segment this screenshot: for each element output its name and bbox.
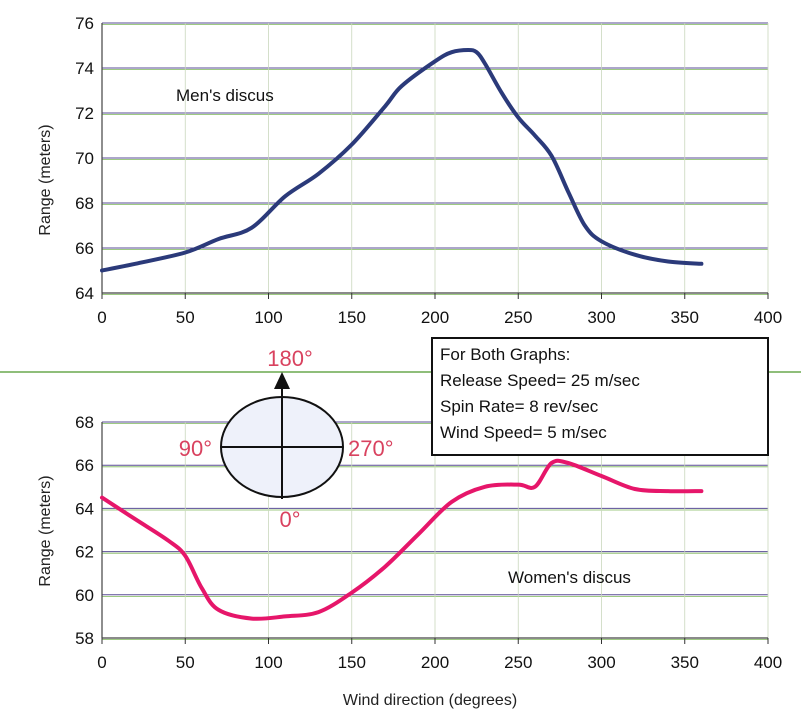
womens-x-tick-label: 350 bbox=[671, 653, 699, 672]
mens-grid bbox=[102, 22, 769, 296]
mens-y-tick-label: 74 bbox=[75, 59, 94, 78]
mens-x-ticks: 0 50 100 150 200 250 300 350 400 bbox=[97, 293, 782, 327]
compass-label-top: 180° bbox=[267, 346, 313, 371]
womens-discus-chart: 58 60 62 64 66 68 0 50 100 150 200 250 300 350 400 Ra… bbox=[37, 413, 782, 709]
mens-x-tick-label: 150 bbox=[338, 308, 366, 327]
compass-arrow-icon bbox=[274, 372, 290, 389]
info-line-release-speed: Release Speed= 25 m/sec bbox=[440, 371, 640, 390]
womens-x-tick-label: 0 bbox=[97, 653, 106, 672]
mens-y-tick-label: 68 bbox=[75, 194, 94, 213]
womens-y-ticks: 58 60 62 64 66 68 bbox=[75, 413, 94, 648]
mens-x-tick-label: 300 bbox=[587, 308, 615, 327]
womens-x-tick-label: 50 bbox=[176, 653, 195, 672]
mens-x-tick-label: 200 bbox=[421, 308, 449, 327]
mens-y-tick-label: 66 bbox=[75, 239, 94, 258]
womens-x-tick-label: 200 bbox=[421, 653, 449, 672]
womens-y-axis-label: Range (meters) bbox=[37, 475, 54, 586]
womens-y-tick-label: 68 bbox=[75, 413, 94, 432]
womens-series-line bbox=[100, 458, 704, 621]
mens-y-tick-label: 76 bbox=[75, 14, 94, 33]
womens-series bbox=[100, 458, 704, 621]
mens-x-tick-label: 0 bbox=[97, 308, 106, 327]
womens-y-tick-label: 64 bbox=[75, 499, 94, 518]
mens-x-tick-label: 400 bbox=[754, 308, 782, 327]
womens-x-tick-label: 250 bbox=[504, 653, 532, 672]
mens-y-tick-label: 70 bbox=[75, 149, 94, 168]
womens-annotation: Women's discus bbox=[508, 568, 631, 587]
mens-x-tick-label: 50 bbox=[176, 308, 195, 327]
womens-x-tick-label: 300 bbox=[587, 653, 615, 672]
mens-y-ticks: 64 66 68 70 72 74 76 bbox=[75, 14, 94, 303]
mens-x-tick-label: 350 bbox=[671, 308, 699, 327]
compass-label-bottom: 0° bbox=[279, 507, 300, 532]
mens-y-axis-label: Range (meters) bbox=[37, 124, 54, 235]
info-line-wind-speed: Wind Speed= 5 m/sec bbox=[440, 423, 607, 442]
womens-y-tick-label: 66 bbox=[75, 456, 94, 475]
mens-x-tick-label: 100 bbox=[254, 308, 282, 327]
womens-y-tick-label: 60 bbox=[75, 586, 94, 605]
mens-y-tick-label: 64 bbox=[75, 284, 94, 303]
mens-y-tick-label: 72 bbox=[75, 104, 94, 123]
compass-label-left: 90° bbox=[179, 436, 212, 461]
x-axis-label: Wind direction (degrees) bbox=[343, 692, 517, 709]
womens-y-tick-label: 62 bbox=[75, 543, 94, 562]
info-line-spin-rate: Spin Rate= 8 rev/sec bbox=[440, 397, 599, 416]
info-box-border bbox=[431, 337, 769, 456]
womens-y-tick-label: 58 bbox=[75, 629, 94, 648]
mens-annotation: Men's discus bbox=[176, 86, 274, 105]
womens-x-tick-label: 100 bbox=[254, 653, 282, 672]
womens-x-tick-label: 400 bbox=[754, 653, 782, 672]
info-line-header: For Both Graphs: bbox=[440, 345, 570, 364]
mens-series-line bbox=[100, 48, 704, 273]
wind-compass-diagram: 180° 90° 270° 0° bbox=[179, 346, 394, 532]
womens-x-tick-label: 150 bbox=[338, 653, 366, 672]
compass-label-right: 270° bbox=[348, 436, 394, 461]
mens-series bbox=[100, 48, 704, 273]
mens-x-tick-label: 250 bbox=[504, 308, 532, 327]
parameters-info-box: For Both Graphs: Release Speed= 25 m/sec… bbox=[431, 337, 769, 456]
womens-x-ticks: 0 50 100 150 200 250 300 350 400 bbox=[97, 638, 782, 672]
